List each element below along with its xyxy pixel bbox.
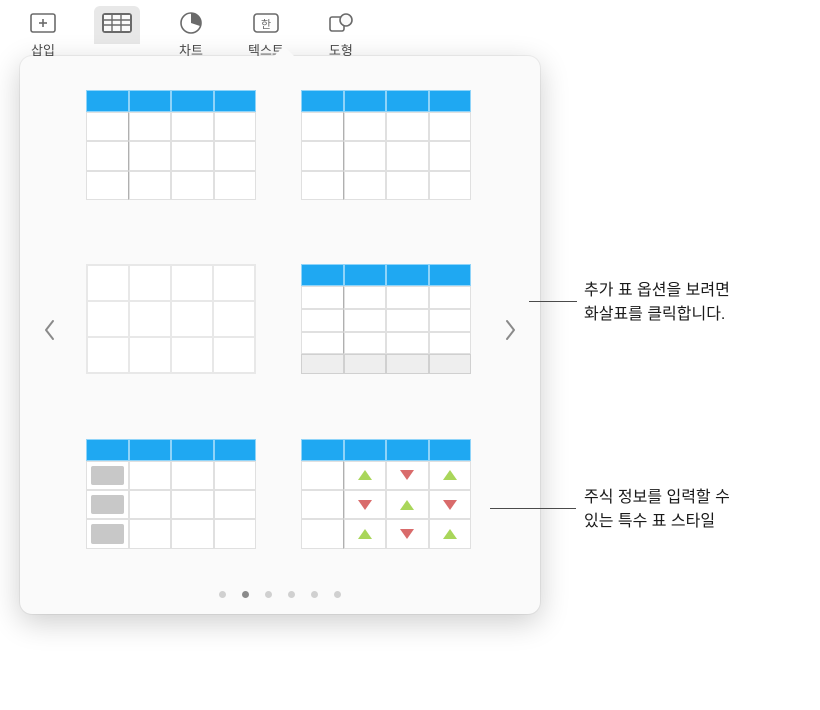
svg-text:한: 한 [261, 18, 271, 31]
callout-text: 주식 정보를 입력할 수 [584, 486, 730, 510]
popover-arrow-icon [274, 46, 294, 56]
table-icon [100, 10, 134, 36]
table-style-6-stock[interactable] [301, 439, 471, 549]
prev-page-button[interactable] [38, 310, 60, 350]
toolbar-insert[interactable]: 삽입 [20, 6, 66, 63]
toolbar-table[interactable] [94, 6, 140, 44]
shape-icon [324, 10, 358, 36]
page-dot[interactable] [334, 591, 341, 598]
text-icon: 한 [249, 10, 283, 36]
insert-icon [26, 10, 60, 36]
table-style-1[interactable] [86, 90, 256, 200]
callout-bottom: 주식 정보를 입력할 수 있는 특수 표 스타일 [584, 486, 730, 534]
page-dot[interactable] [219, 591, 226, 598]
callout-top: 추가 표 옵션을 보려면 화살표를 클릭합니다. [584, 279, 730, 327]
callout-line-top [529, 301, 577, 302]
table-styles-grid [60, 80, 500, 579]
page-dot[interactable] [311, 591, 318, 598]
chart-icon [174, 10, 208, 36]
table-style-5[interactable] [86, 439, 256, 549]
table-style-3[interactable] [86, 264, 256, 374]
page-indicator [38, 579, 522, 600]
next-page-button[interactable] [500, 310, 522, 350]
callout-line-bottom [490, 508, 576, 509]
table-style-4[interactable] [301, 264, 471, 374]
chevron-right-icon [504, 318, 518, 342]
toolbar-shape[interactable]: 도형 [318, 6, 364, 63]
page-dot[interactable] [242, 591, 249, 598]
toolbar: 삽입 차트 한 텍스트 도형 [0, 0, 820, 63]
page-dot[interactable] [288, 591, 295, 598]
table-style-2[interactable] [301, 90, 471, 200]
popover-content [38, 80, 522, 579]
callout-text: 추가 표 옵션을 보려면 [584, 279, 730, 303]
toolbar-chart[interactable]: 차트 [168, 6, 214, 63]
callout-text: 화살표를 클릭합니다. [584, 303, 730, 327]
chevron-left-icon [42, 318, 56, 342]
callout-text: 있는 특수 표 스타일 [584, 510, 730, 534]
page-dot[interactable] [265, 591, 272, 598]
table-styles-popover [20, 56, 540, 614]
